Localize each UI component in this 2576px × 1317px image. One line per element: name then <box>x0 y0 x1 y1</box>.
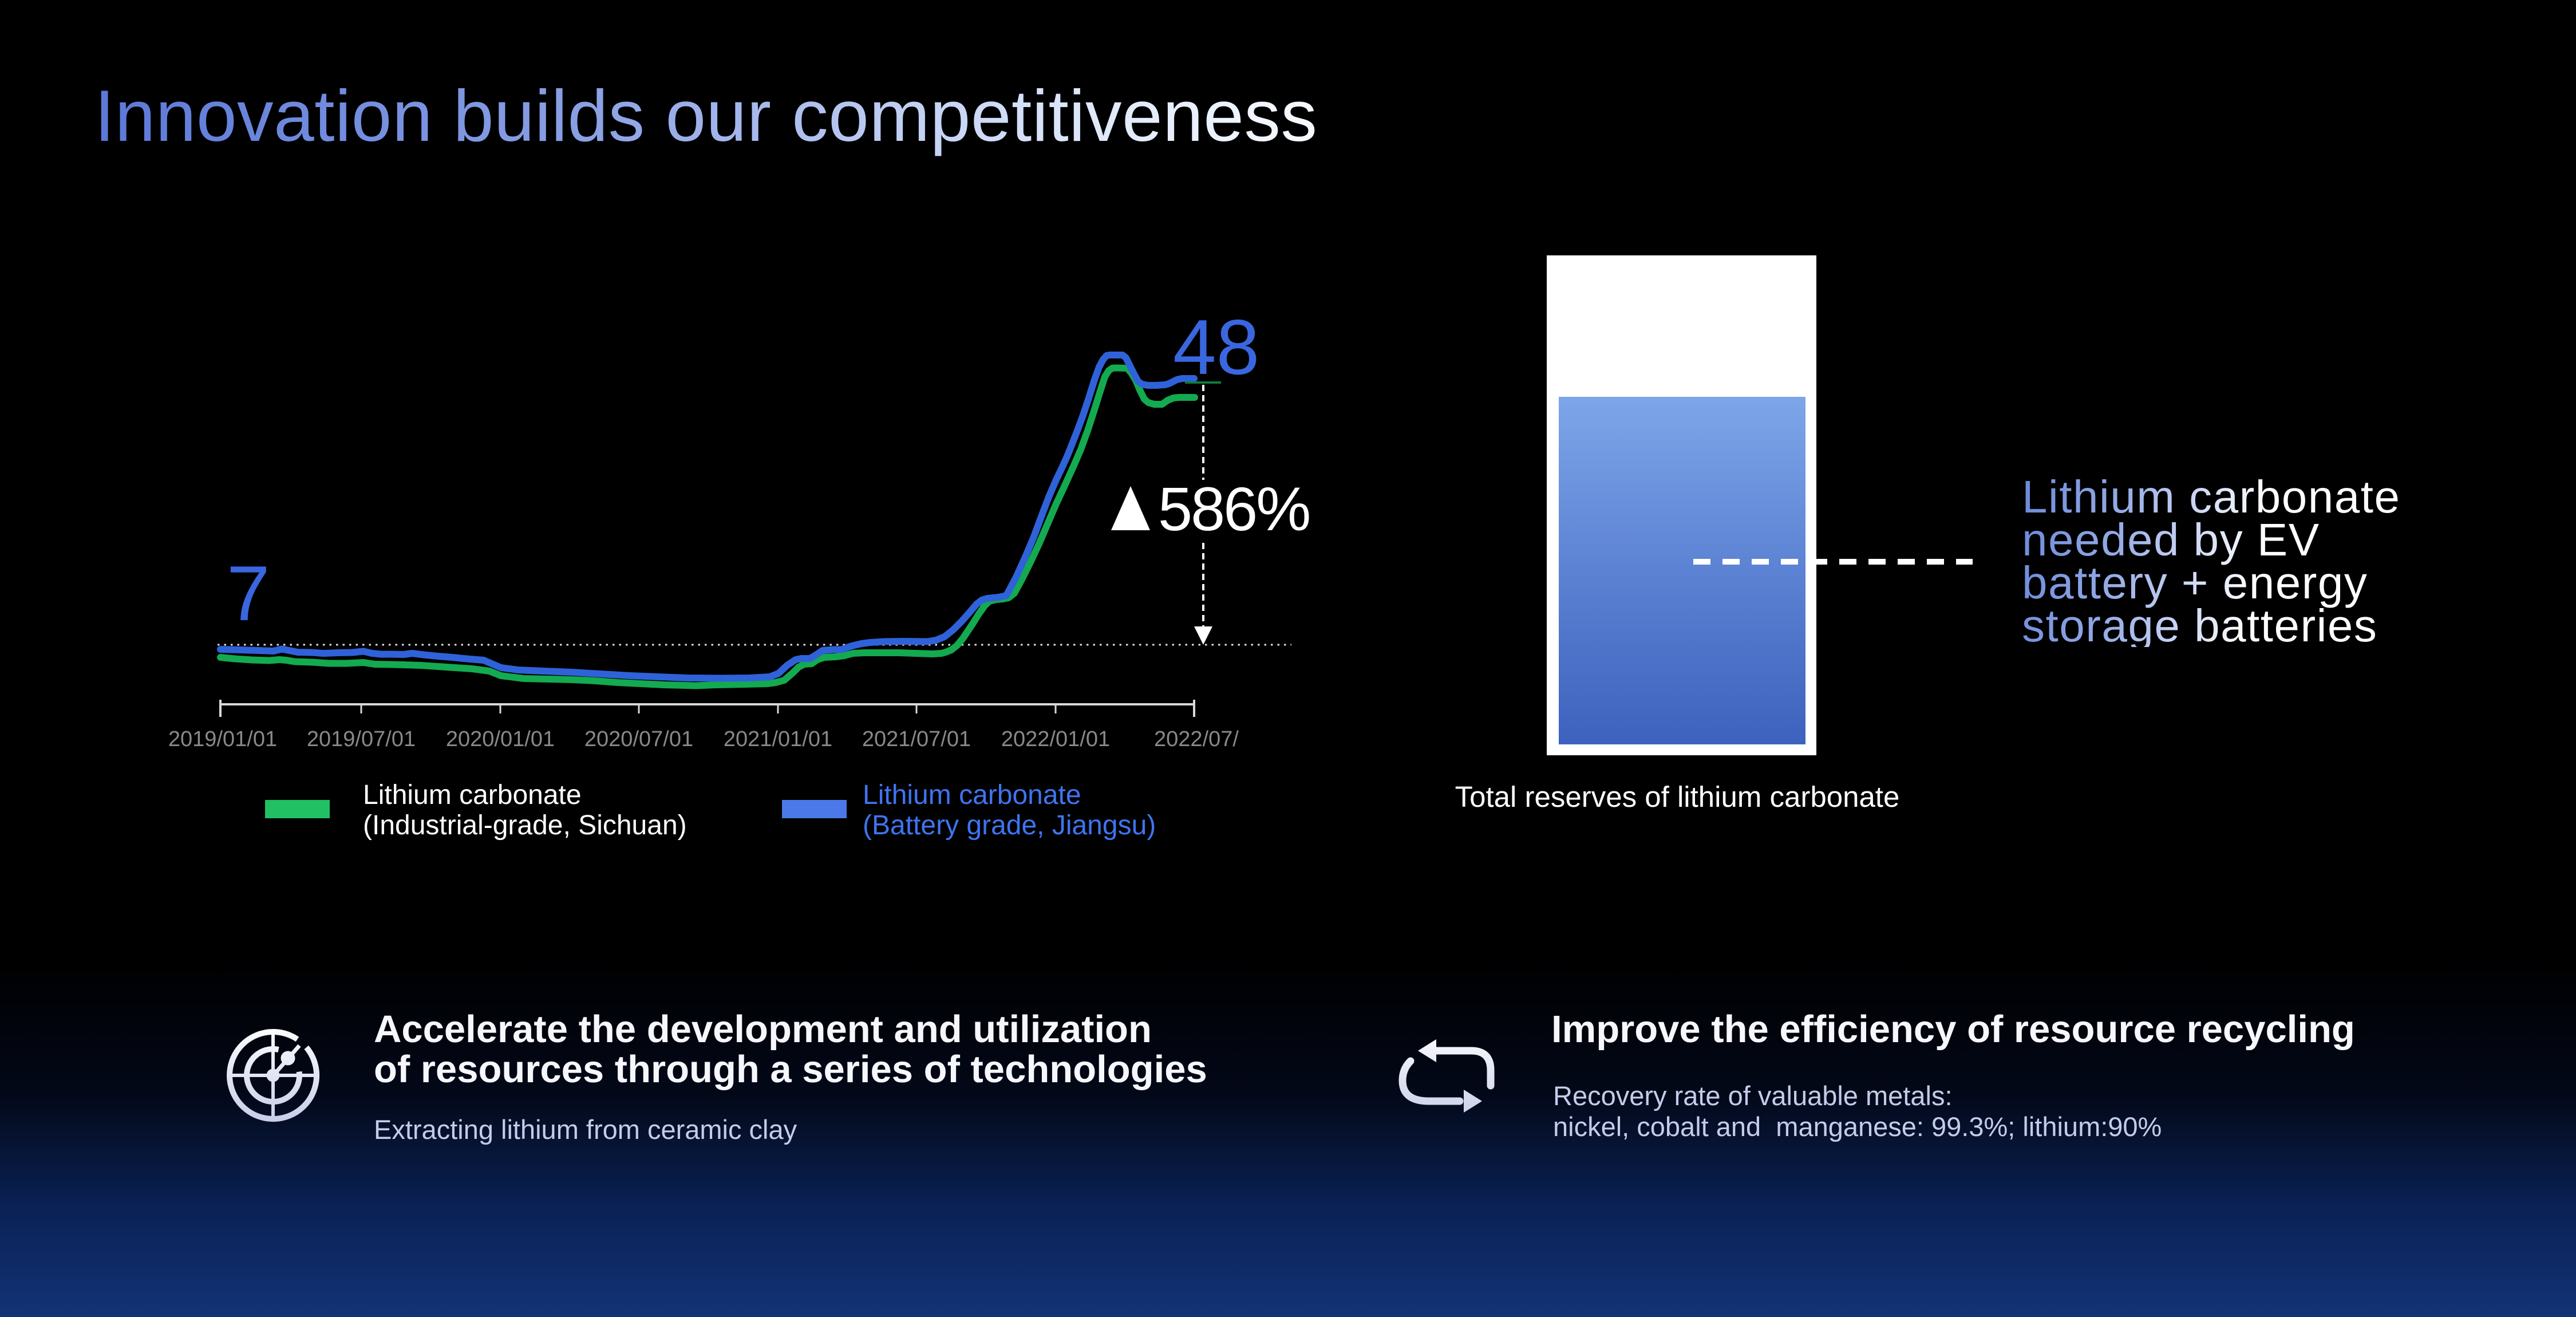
svg-text:2020/01/01: 2020/01/01 <box>446 727 555 751</box>
svg-text:2021/07/01: 2021/07/01 <box>862 727 971 751</box>
svg-text:2019/07/01: 2019/07/01 <box>307 727 416 751</box>
svg-text:2022/01/01: 2022/01/01 <box>1001 727 1110 751</box>
svg-text:2020/07/01: 2020/07/01 <box>584 727 693 751</box>
svg-text:2021/01/01: 2021/01/01 <box>724 727 832 751</box>
svg-text:2019/01/01: 2019/01/01 <box>168 727 277 751</box>
svg-text:2022/07/: 2022/07/ <box>1154 727 1239 751</box>
